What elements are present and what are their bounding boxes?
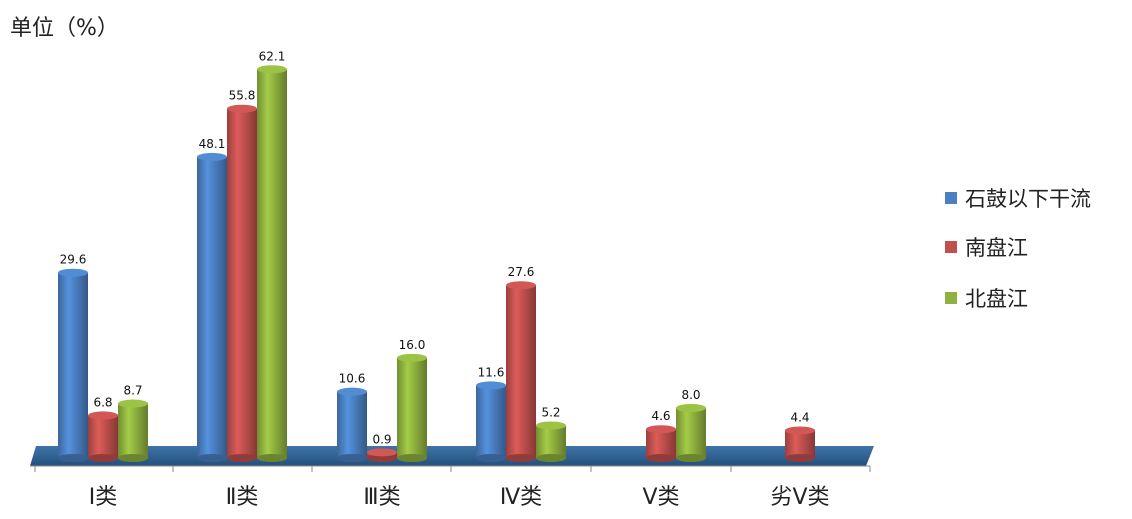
bar [337, 387, 367, 462]
legend-swatch [945, 292, 957, 304]
legend-item-series-0: 石鼓以下干流 [945, 183, 1091, 213]
bar-base [785, 454, 815, 462]
bar-base [58, 454, 88, 462]
bar [118, 399, 148, 462]
bar-base [257, 454, 287, 462]
bar-top [536, 421, 566, 430]
data-label: 11.6 [478, 365, 505, 379]
data-label: 5.2 [541, 405, 560, 419]
bar-top [785, 426, 815, 435]
data-label: 16.0 [399, 338, 426, 352]
x-tick-label: Ⅲ类 [363, 485, 400, 510]
bar [476, 381, 506, 462]
bar-body [88, 415, 118, 458]
bar-top [367, 448, 397, 457]
bar-base [397, 454, 427, 462]
data-label: 62.1 [259, 49, 286, 63]
bar-base [367, 454, 397, 462]
data-label: 4.4 [790, 410, 809, 424]
bar [257, 65, 287, 462]
bar-top [197, 152, 227, 161]
bar-body [227, 108, 257, 458]
x-tick-label: Ⅳ类 [500, 485, 542, 510]
chart-floor [30, 446, 874, 466]
bar-base [506, 454, 536, 462]
bar-top [676, 403, 706, 412]
bar-body [676, 407, 706, 458]
bar-body [257, 69, 287, 458]
bar-body [197, 156, 227, 459]
data-label: 0.9 [372, 432, 391, 446]
data-label: 48.1 [199, 137, 226, 151]
data-label: 8.0 [681, 388, 700, 402]
bar-top [227, 104, 257, 113]
bar-body [58, 272, 88, 458]
data-label: 10.6 [339, 372, 366, 386]
bar-body [337, 391, 367, 458]
x-tick-label: Ⅰ类 [89, 485, 118, 510]
bar-top [118, 399, 148, 408]
legend-item-series-1: 南盘江 [945, 232, 1028, 262]
data-label: 4.6 [651, 409, 670, 423]
x-tick-label: 劣Ⅴ类 [770, 485, 829, 510]
bar [397, 353, 427, 462]
legend-swatch [945, 192, 957, 204]
bar [536, 421, 566, 462]
bar-top [88, 411, 118, 420]
bar-top [506, 281, 536, 290]
data-label: 27.6 [508, 265, 535, 279]
legend-swatch [945, 241, 957, 253]
bar-top [476, 381, 506, 390]
legend-label: 石鼓以下干流 [965, 187, 1091, 211]
bar-body [118, 403, 148, 458]
data-label: 6.8 [93, 395, 112, 409]
bar [197, 152, 227, 462]
bar-body [785, 430, 815, 458]
bar-body [536, 425, 566, 458]
data-label: 8.7 [123, 384, 142, 398]
data-label: 29.6 [60, 253, 87, 267]
x-tick-label: Ⅱ类 [226, 485, 259, 510]
legend-label: 南盘江 [965, 236, 1028, 260]
bar-base [536, 454, 566, 462]
bar-base [676, 454, 706, 462]
bar-top [646, 425, 676, 434]
x-tick-label: Ⅴ类 [642, 485, 679, 510]
bar-base [646, 454, 676, 462]
bar [676, 403, 706, 462]
bar-top [257, 65, 287, 74]
bar-base [227, 454, 257, 462]
legend-label: 北盘江 [965, 287, 1028, 311]
bar-top [337, 387, 367, 396]
bar-base [197, 454, 227, 462]
bar-base [88, 454, 118, 462]
bar-body [506, 285, 536, 458]
bar-top [58, 268, 88, 277]
bar [88, 411, 118, 462]
unit-label: 单位（%） [10, 16, 119, 41]
bar [367, 448, 397, 462]
bar [58, 268, 88, 462]
data-label: 55.8 [229, 89, 256, 103]
bar [506, 281, 536, 462]
bar-base [476, 454, 506, 462]
bar [646, 425, 676, 462]
bar [227, 104, 257, 462]
bar-body [646, 429, 676, 458]
bar [785, 426, 815, 462]
bar-top [397, 353, 427, 362]
bar-base [118, 454, 148, 462]
bar-base [337, 454, 367, 462]
bar-body [397, 357, 427, 458]
bar-body [476, 385, 506, 458]
legend-item-series-2: 北盘江 [945, 283, 1028, 313]
